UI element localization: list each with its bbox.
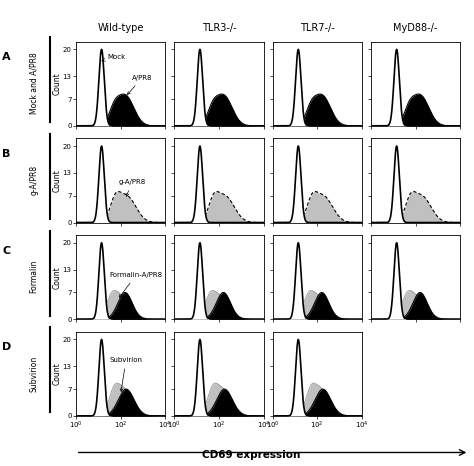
Text: C: C <box>2 246 10 256</box>
Text: CD69 expression: CD69 expression <box>202 451 301 460</box>
Y-axis label: Count: Count <box>52 363 61 385</box>
Y-axis label: Count: Count <box>52 72 61 95</box>
Text: B: B <box>2 149 11 159</box>
Y-axis label: Count: Count <box>52 266 61 288</box>
Text: Mock and A/PR8: Mock and A/PR8 <box>30 52 38 114</box>
Text: A/PR8: A/PR8 <box>128 75 152 95</box>
Text: TLR7-/-: TLR7-/- <box>300 23 335 33</box>
Text: Wild-type: Wild-type <box>97 23 144 33</box>
Y-axis label: Count: Count <box>52 169 61 192</box>
Text: MyD88-/-: MyD88-/- <box>393 23 438 33</box>
Text: D: D <box>2 343 12 352</box>
Text: A: A <box>2 52 11 62</box>
Text: Subvirion: Subvirion <box>109 357 142 391</box>
Text: g-A/PR8: g-A/PR8 <box>118 179 146 196</box>
Text: TLR3-/-: TLR3-/- <box>201 23 236 33</box>
Text: Formalin: Formalin <box>30 260 38 294</box>
Text: Subvirion: Subvirion <box>30 355 38 391</box>
Text: g-A/PR8: g-A/PR8 <box>30 165 38 195</box>
Text: Mock: Mock <box>102 54 126 61</box>
Text: Formalin-A/PR8: Formalin-A/PR8 <box>109 272 163 297</box>
